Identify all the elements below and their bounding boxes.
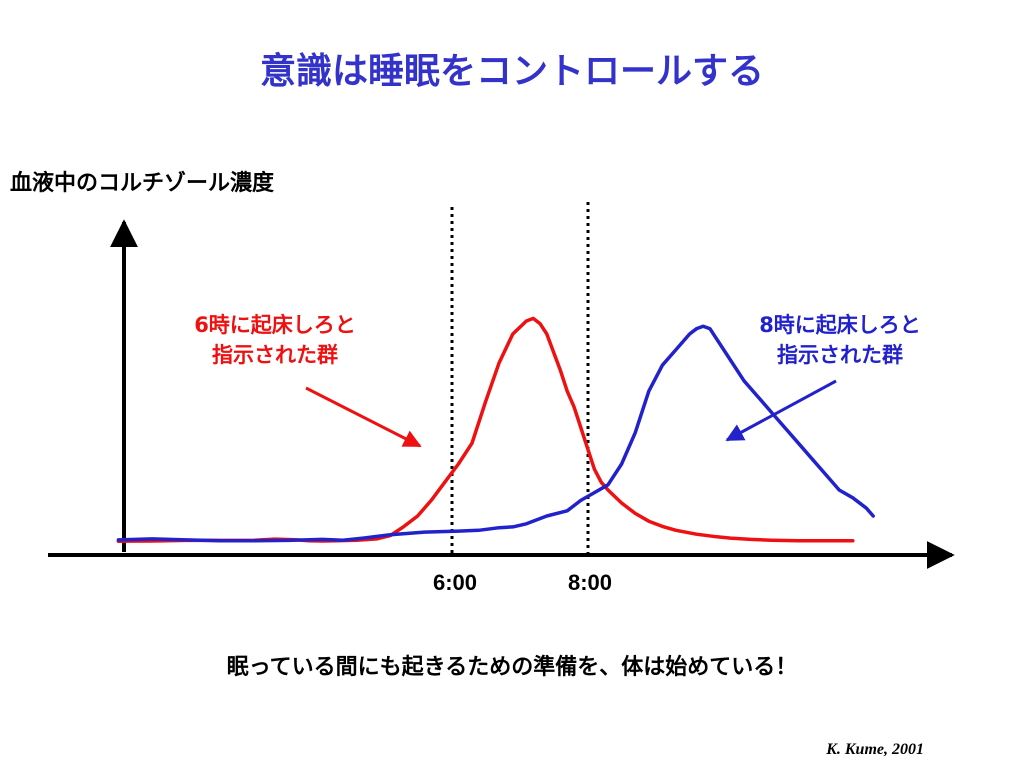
credit: K. Kume, 2001 [826,741,924,758]
annotation-8am-line-1: 8時に起床しろと [759,313,921,337]
x-tick-label-6: 6:00 [433,570,477,595]
annotation-6am-line-1: 6時に起床しろと [194,313,356,337]
annotation-8am-group: 8時に起床しろと 指示された群 [725,310,955,370]
x-tick-label-8: 8:00 [568,570,612,595]
arrow-to-blue-curve [725,379,837,442]
slide-title: 意識は睡眠をコントロールする [259,51,764,92]
annotation-6am-line-2: 指示された群 [212,343,338,367]
annotation-8am-line-2: 指示された群 [777,343,903,367]
y-axis-label: 血液中のコルチゾール濃度 [10,171,275,196]
series-line-1 [116,324,875,543]
annotation-6am-group: 6時に起床しろと 指示された群 [160,310,390,370]
series-layer [116,316,875,543]
bottom-message: 眠っている間にも起きるための準備を、体は始めている！ [226,655,798,680]
arrow-to-red-curve [305,386,422,448]
